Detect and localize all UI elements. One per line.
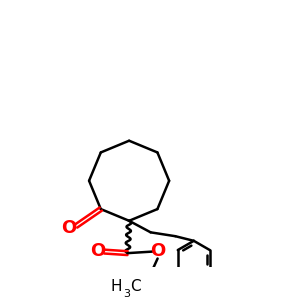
Text: H: H xyxy=(111,279,122,294)
Text: 3: 3 xyxy=(123,289,130,298)
Text: O: O xyxy=(90,242,105,260)
Text: O: O xyxy=(150,242,165,260)
Text: C: C xyxy=(130,279,140,294)
Text: O: O xyxy=(61,219,77,237)
